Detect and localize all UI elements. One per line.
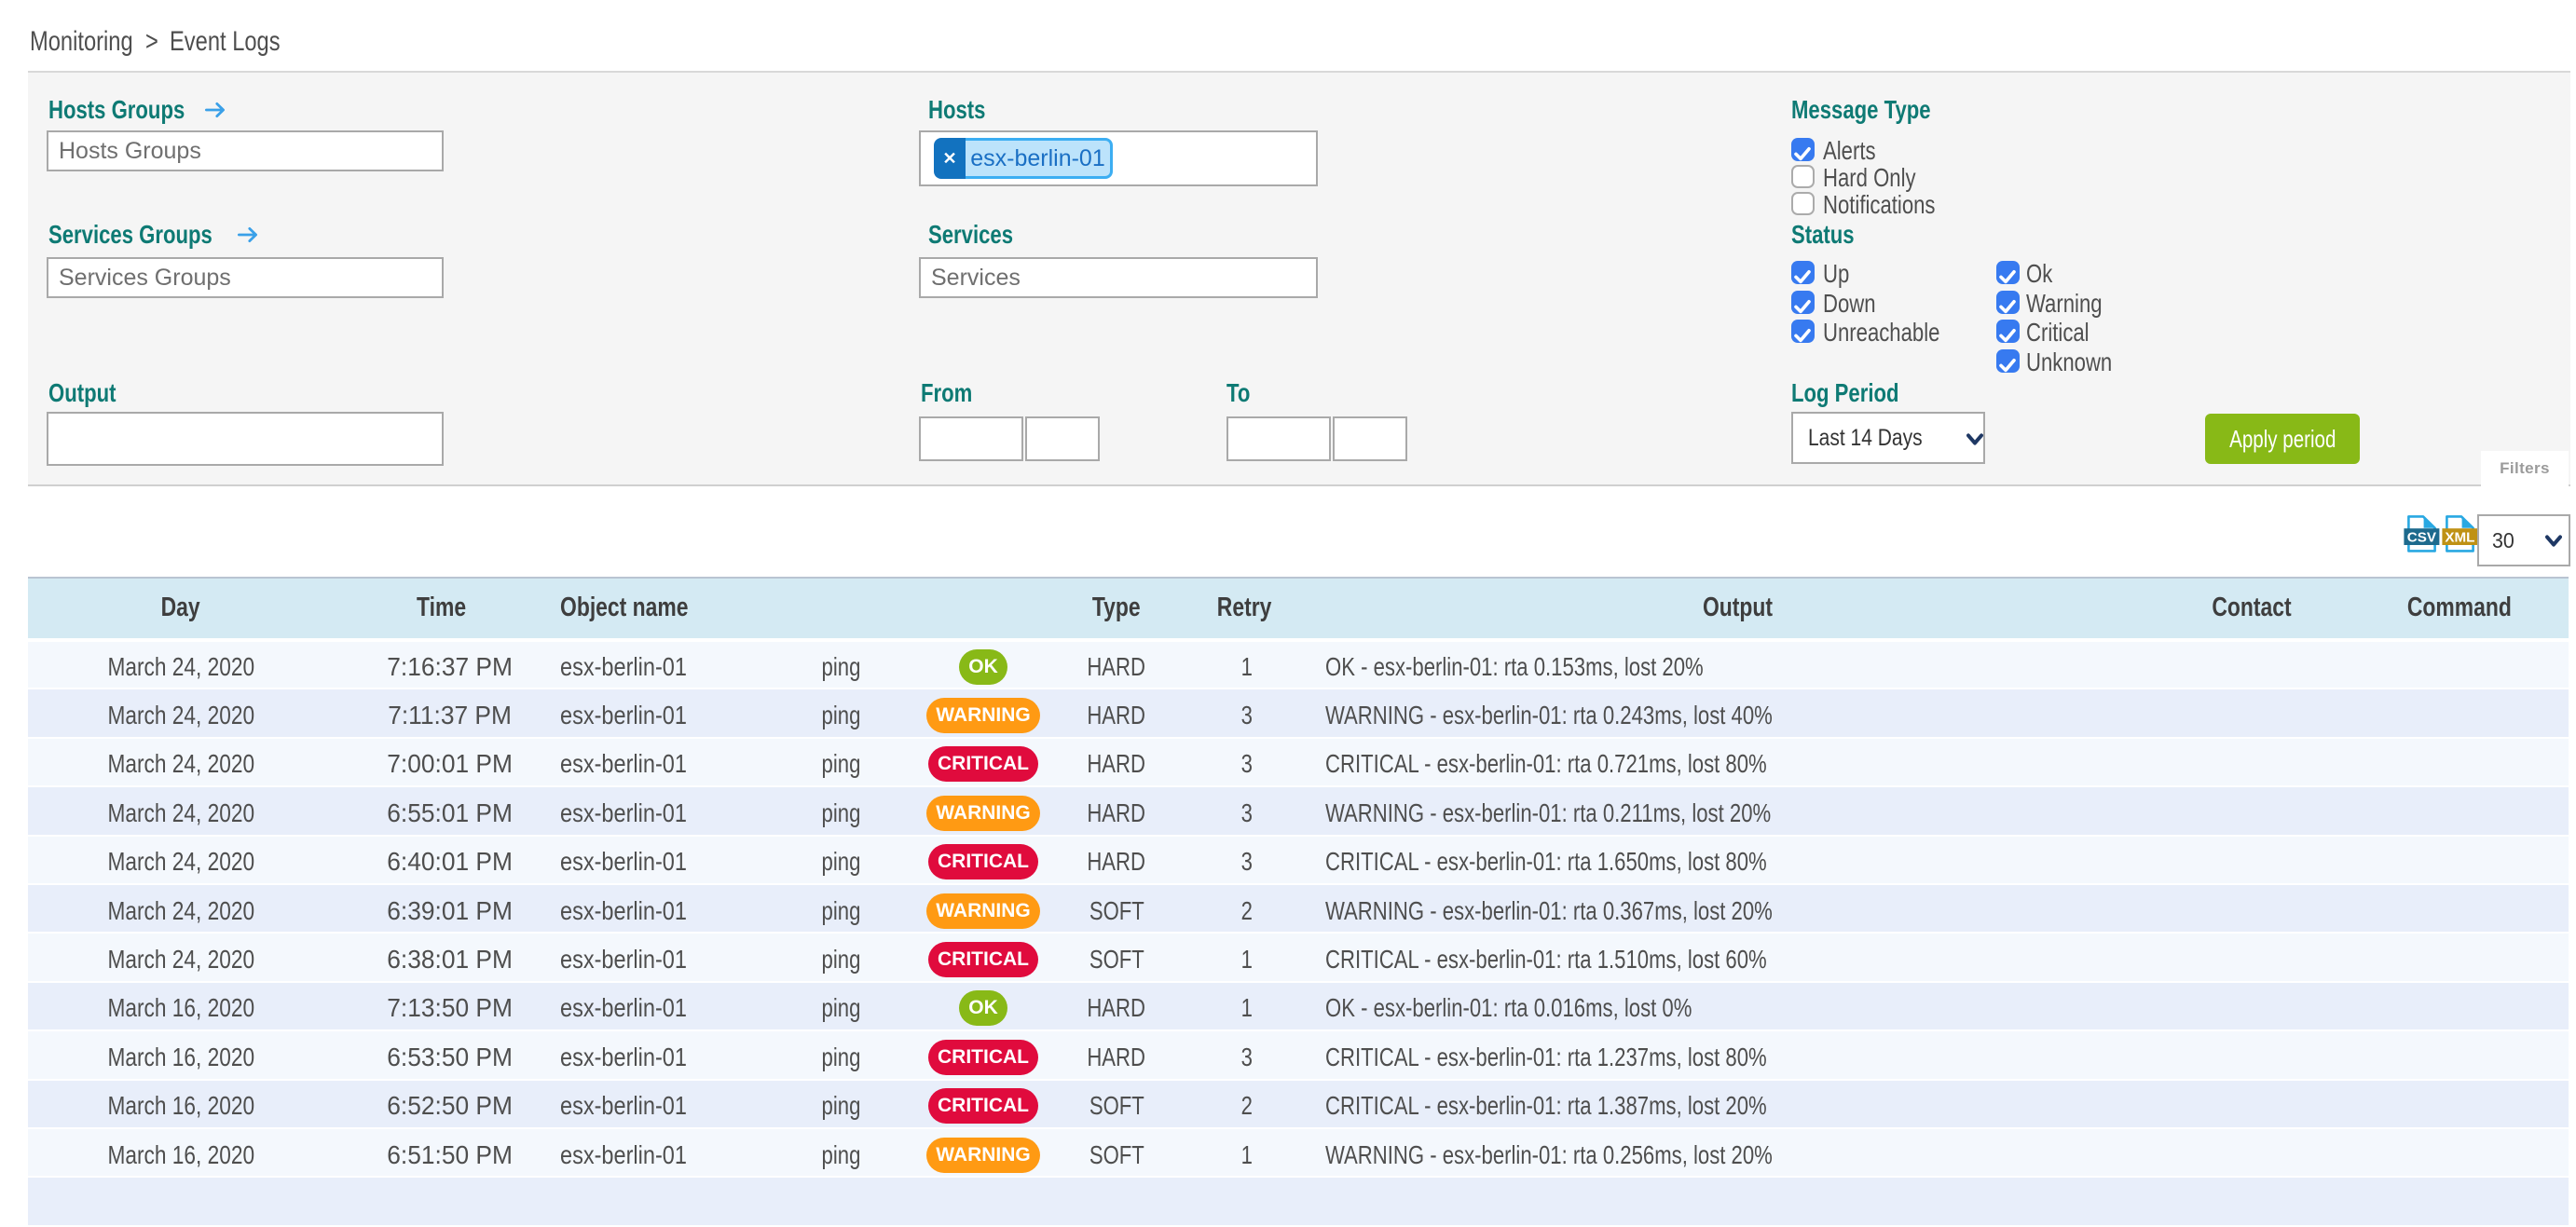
svg-text:CSV: CSV — [2407, 529, 2437, 545]
svg-text:XML: XML — [2445, 529, 2474, 545]
